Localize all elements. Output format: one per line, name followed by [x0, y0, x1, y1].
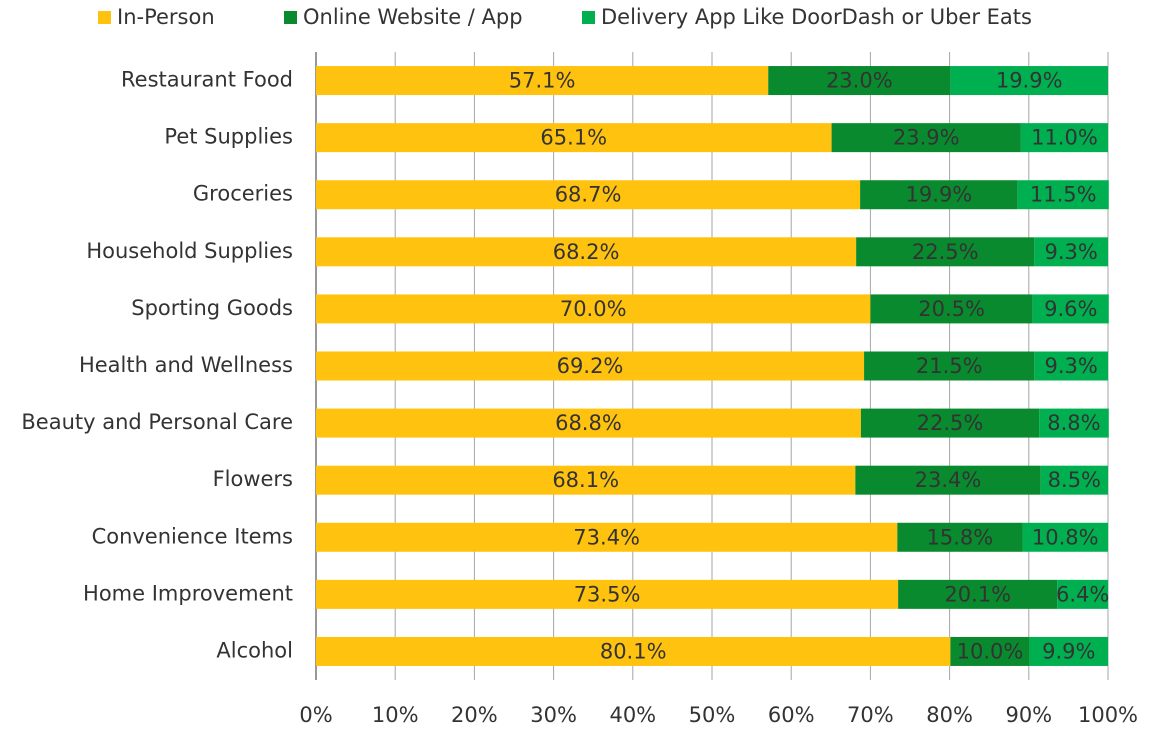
bar-segment: [316, 465, 856, 495]
legend-label: Delivery App Like DoorDash or Uber Eats: [601, 5, 1032, 29]
value-label: 68.7%: [555, 183, 622, 207]
value-label: 9.9%: [1042, 639, 1095, 663]
value-label: 11.0%: [1031, 126, 1098, 150]
legend-swatch: [284, 11, 297, 24]
y-tick-label: Groceries: [193, 182, 293, 206]
bar-segment: [1057, 579, 1108, 609]
bar-segment: [316, 579, 899, 609]
value-label: 68.2%: [553, 240, 620, 264]
bar-segment: [1032, 294, 1109, 324]
value-label: 68.8%: [555, 411, 622, 435]
bar-segment: [831, 123, 1021, 153]
value-label: 9.6%: [1044, 297, 1097, 321]
value-label: 9.3%: [1044, 240, 1097, 264]
y-tick-label: Household Supplies: [86, 239, 293, 263]
bar-segment: [316, 408, 861, 438]
bar-segment: [316, 636, 951, 666]
bar-segment: [864, 351, 1035, 381]
bar-segment: [860, 180, 1018, 210]
value-label: 23.0%: [826, 69, 893, 93]
bar-segment: [1022, 522, 1108, 552]
y-tick-label: Sporting Goods: [131, 296, 293, 320]
bar-segment: [316, 351, 865, 381]
value-label: 73.4%: [573, 525, 640, 549]
bar-segment: [1020, 123, 1108, 153]
bar-segment: [1029, 636, 1108, 666]
value-label: 23.9%: [893, 126, 960, 150]
value-label: 57.1%: [509, 69, 576, 93]
value-label: 22.5%: [917, 411, 984, 435]
legend-swatch: [98, 11, 111, 24]
bar-segment: [855, 465, 1041, 495]
bar-segment: [950, 66, 1108, 96]
y-tick-label: Health and Wellness: [79, 353, 293, 377]
x-tick-label: 0%: [299, 703, 332, 727]
value-label: 8.5%: [1048, 468, 1101, 492]
bar-segment: [316, 294, 871, 324]
value-label: 19.9%: [906, 183, 973, 207]
value-label: 6.4%: [1056, 582, 1109, 606]
value-label: 73.5%: [574, 582, 641, 606]
value-label: 23.4%: [915, 468, 982, 492]
y-tick-label: Restaurant Food: [121, 68, 293, 92]
bar-segment: [860, 408, 1040, 438]
value-label: 22.5%: [912, 240, 979, 264]
legend-label: Online Website / App: [303, 5, 523, 29]
bar-segment: [316, 237, 857, 267]
legend-swatch: [582, 11, 595, 24]
value-label: 20.1%: [944, 582, 1011, 606]
x-tick-label: 90%: [1005, 703, 1052, 727]
y-tick-label: Beauty and Personal Care: [21, 410, 293, 434]
value-label: 9.3%: [1044, 354, 1097, 378]
bar-segment: [768, 66, 951, 96]
y-tick-label: Home Improvement: [83, 581, 293, 605]
x-tick-label: 40%: [609, 703, 656, 727]
x-tick-label: 70%: [847, 703, 894, 727]
value-label: 65.1%: [540, 126, 607, 150]
bar-segment: [316, 123, 832, 153]
value-label: 69.2%: [557, 354, 624, 378]
bar-segment: [897, 522, 1023, 552]
value-label: 8.8%: [1047, 411, 1100, 435]
value-label: 70.0%: [560, 297, 627, 321]
legend-label: In-Person: [117, 5, 215, 29]
bar-segment: [1034, 237, 1108, 267]
y-tick-label: Convenience Items: [92, 524, 293, 548]
bar-segment: [1040, 465, 1108, 495]
bar-segment: [1017, 180, 1109, 210]
x-tick-label: 10%: [372, 703, 419, 727]
y-tick-label: Alcohol: [216, 638, 293, 662]
value-label: 68.1%: [552, 468, 619, 492]
x-tick-label: 80%: [926, 703, 973, 727]
value-label: 21.5%: [916, 354, 983, 378]
bar-segment: [950, 636, 1030, 666]
bar-segment: [316, 66, 769, 96]
value-label: 80.1%: [600, 639, 667, 663]
y-tick-label: Flowers: [213, 467, 293, 491]
bar-segment: [856, 237, 1035, 267]
value-label: 19.9%: [996, 69, 1063, 93]
x-tick-label: 50%: [689, 703, 736, 727]
y-tick-label: Pet Supplies: [164, 125, 293, 149]
x-tick-label: 20%: [451, 703, 498, 727]
x-tick-label: 100%: [1078, 703, 1138, 727]
bar-segment: [316, 522, 898, 552]
value-label: 11.5%: [1030, 183, 1097, 207]
value-label: 20.5%: [918, 297, 985, 321]
bar-segment: [316, 180, 861, 210]
value-label: 10.8%: [1032, 525, 1099, 549]
value-label: 10.0%: [957, 639, 1024, 663]
value-label: 15.8%: [927, 525, 994, 549]
bar-segment: [1039, 408, 1109, 438]
x-tick-label: 30%: [530, 703, 577, 727]
bar-segment: [1034, 351, 1108, 381]
x-tick-label: 60%: [768, 703, 815, 727]
bar-segment: [870, 294, 1033, 324]
bar-segment: [898, 579, 1058, 609]
